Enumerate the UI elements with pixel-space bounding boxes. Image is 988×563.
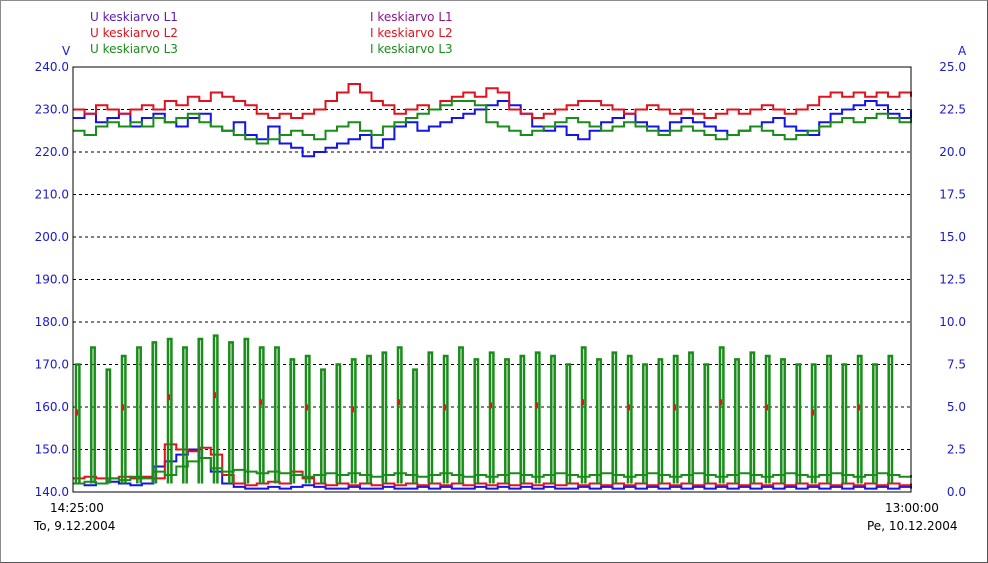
- y-right-tick-label: 2.5: [947, 443, 966, 457]
- current-pulse: [534, 351, 541, 484]
- y-right-tick-label: 0.0: [947, 485, 966, 499]
- current-pulse: [396, 346, 403, 484]
- current-pulse: [350, 358, 357, 484]
- y-right-tick-label: 17.5: [939, 188, 966, 202]
- current-pulse: [856, 354, 863, 484]
- current-pulse: [519, 354, 526, 484]
- current-pulse: [887, 354, 894, 484]
- current-pulse: [289, 358, 296, 484]
- y-right-tick-label: 25.0: [939, 60, 966, 74]
- current-pulse: [412, 368, 418, 484]
- current-pulse: [258, 346, 265, 484]
- current-pulse: [504, 358, 510, 484]
- y-left-tick-label: 180.0: [35, 315, 69, 329]
- y-left-tick-label: 170.0: [35, 358, 69, 372]
- current-pulse: [151, 341, 158, 484]
- current-pulse: [442, 354, 449, 484]
- current-pulse: [136, 346, 142, 484]
- current-pulse: [657, 358, 664, 484]
- y-left-tick-label: 150.0: [35, 443, 69, 457]
- current-pulse: [274, 346, 280, 484]
- left-unit-label: V: [62, 44, 71, 58]
- legend-right-item: I keskiarvo L2: [370, 26, 453, 40]
- current-pulse: [166, 337, 173, 484]
- legend-right-item: I keskiarvo L3: [370, 42, 453, 56]
- current-pulse: [703, 363, 710, 484]
- grid-lines: [73, 109, 911, 450]
- y-left-tick-label: 190.0: [35, 273, 69, 287]
- y-left-tick-label: 230.0: [35, 103, 69, 117]
- y-left-tick-label: 240.0: [35, 60, 69, 74]
- current-pulse: [212, 334, 219, 484]
- current-pulse: [243, 337, 250, 484]
- legend-right: I keskiarvo L1 I keskiarvo L2 I keskiarvo …: [370, 10, 453, 56]
- current-pulse: [320, 368, 326, 484]
- legend-left-item: U keskiarvo L3: [90, 42, 178, 56]
- current-pulse: [611, 351, 618, 484]
- current-pulse: [74, 363, 81, 484]
- current-pulse: [197, 337, 204, 484]
- y-right-tick-label: 12.5: [939, 273, 966, 287]
- current-pulse: [872, 363, 878, 484]
- current-pulse: [565, 363, 572, 484]
- y-left-tick-label: 220.0: [35, 145, 69, 159]
- y-right-tick-label: 10.0: [939, 315, 966, 329]
- current-pulse: [550, 354, 556, 484]
- current-pulse: [749, 351, 756, 484]
- y-right-tick-label: 7.5: [947, 358, 966, 372]
- series-lines: [73, 83, 912, 490]
- legend-right-item: I keskiarvo L1: [370, 10, 453, 24]
- y-right-tick-label: 5.0: [947, 400, 966, 414]
- current-pulse: [826, 354, 832, 484]
- x-end-time: 13:00:00: [885, 501, 939, 515]
- plot-border: [72, 66, 912, 493]
- current-pulse: [105, 368, 112, 484]
- voltage-line-u-keskiarvo-l2: [73, 83, 912, 119]
- current-pulse: [488, 351, 495, 484]
- current-pulse: [718, 346, 725, 484]
- right-unit-label: A: [958, 44, 967, 58]
- current-pulse: [381, 351, 388, 484]
- legend-left-item: U keskiarvo L1: [90, 10, 178, 24]
- current-pulse: [672, 354, 679, 484]
- y-left-tick-label: 210.0: [35, 188, 69, 202]
- current-pulse: [458, 346, 464, 484]
- current-pulse: [596, 358, 602, 484]
- current-pulse: [366, 354, 372, 484]
- y-right-tick-label: 20.0: [939, 145, 966, 159]
- current-pulse: [764, 354, 771, 484]
- y-axis-right-ticks: 25.0 22.5 20.0 17.5 15.0 12.5 10.0 7.5 5.0 2.5 0.0: [939, 60, 966, 499]
- current-pulse: [795, 363, 802, 484]
- y-right-tick-label: 22.5: [939, 103, 966, 117]
- current-pulse: [335, 363, 342, 484]
- voltage-line-u-keskiarvo-l3: [73, 100, 912, 145]
- current-pulse: [120, 354, 127, 484]
- current-pulse: [810, 363, 817, 484]
- current-pulse: [90, 346, 96, 484]
- current-pulse: [734, 358, 740, 484]
- current-pulse: [780, 358, 786, 484]
- y-right-tick-label: 15.0: [939, 230, 966, 244]
- x-end-date: Pe, 10.12.2004: [867, 519, 958, 533]
- current-pulse: [580, 346, 587, 484]
- current-pulse: [473, 358, 480, 484]
- current-pulse: [427, 351, 434, 484]
- current-pulse: [626, 354, 633, 484]
- current-pulse: [182, 346, 188, 484]
- y-left-tick-label: 140.0: [35, 485, 69, 499]
- current-pulse: [642, 363, 648, 484]
- y-axis-left-ticks: 240.0 230.0 220.0 210.0 200.0 190.0 180.0 170.0…: [35, 60, 69, 499]
- y-left-tick-label: 160.0: [35, 400, 69, 414]
- current-pulse: [841, 363, 848, 484]
- legend-left: U keskiarvo L1 U keskiarvo L2 U keskiarvo …: [90, 10, 178, 56]
- x-start-date: To, 9.12.2004: [33, 519, 115, 533]
- current-line-i-keskiarvo-l2: [73, 443, 912, 487]
- current-pulse: [688, 351, 694, 484]
- x-start-time: 14:25:00: [50, 501, 104, 515]
- legend-left-item: U keskiarvo L2: [90, 26, 178, 40]
- current-pulse: [228, 341, 234, 484]
- y-left-tick-label: 200.0: [35, 230, 69, 244]
- current-pulse: [304, 354, 311, 484]
